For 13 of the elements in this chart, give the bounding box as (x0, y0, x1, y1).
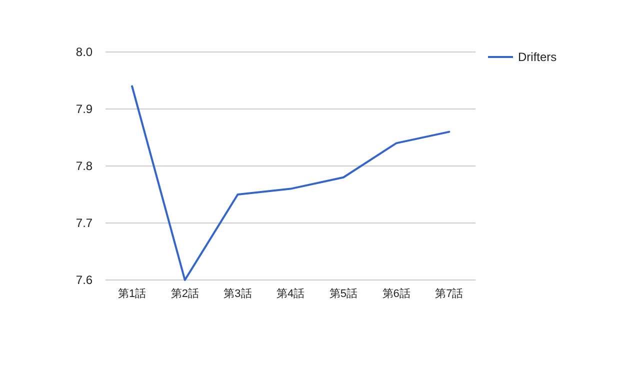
x-tick-label: 第4話 (276, 287, 305, 300)
y-tick-label: 7.9 (76, 102, 93, 116)
y-tick-label: 8.0 (76, 45, 93, 59)
x-tick-label: 第6話 (382, 287, 410, 300)
y-tick-label: 7.7 (76, 216, 93, 230)
y-tick-label: 7.6 (76, 273, 93, 287)
x-tick-label: 第1話 (118, 287, 146, 300)
x-tick-label: 第7話 (435, 287, 464, 300)
x-tick-label: 第5話 (329, 287, 358, 300)
y-tick-label: 7.8 (76, 159, 93, 173)
x-tick-label: 第3話 (224, 287, 252, 300)
x-tick-label: 第2話 (170, 287, 199, 300)
legend-label: Drifters (518, 50, 557, 64)
